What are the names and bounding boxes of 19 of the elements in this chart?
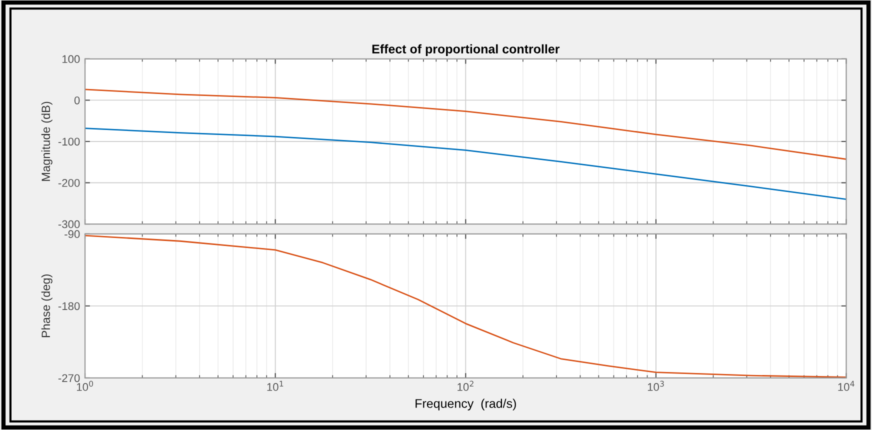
line-series bbox=[85, 128, 846, 200]
y-tick-label: -200 bbox=[58, 179, 80, 187]
line-series bbox=[85, 88, 846, 160]
x-tick-label: 10$^{2}$ bbox=[458, 380, 474, 391]
x-tick-label: 10$^{0}$ bbox=[76, 380, 94, 391]
y-axis-title: Magnitude (dB) bbox=[41, 102, 52, 181]
y-tick-label: -100 bbox=[58, 138, 80, 146]
y-tick-label: 100 bbox=[62, 55, 80, 64]
y-axis-title: Phase (deg) bbox=[41, 274, 52, 338]
x-tick-label: 10$^{3}$ bbox=[648, 380, 664, 391]
chart-title: Effect of proportional controller bbox=[372, 44, 560, 56]
y-tick-label: -270 bbox=[58, 374, 80, 382]
y-tick-label: -90 bbox=[64, 230, 80, 238]
x-tick-label: 10$^{4}$ bbox=[838, 380, 854, 391]
y-tick-label: -180 bbox=[58, 302, 80, 310]
x-axis-title: Frequency (rad/s) bbox=[416, 398, 516, 410]
y-tick-label: 0 bbox=[74, 96, 80, 104]
y-tick-label: -300 bbox=[58, 220, 80, 228]
x-tick-label: 10$^{1}$ bbox=[267, 380, 284, 391]
